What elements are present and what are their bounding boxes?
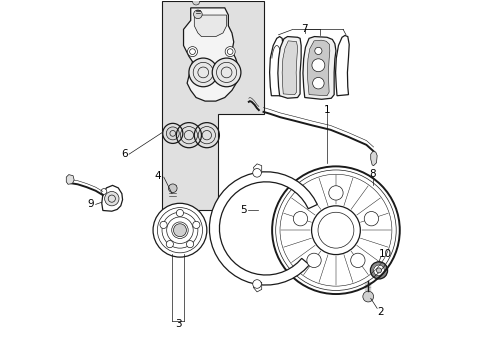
Circle shape (224, 46, 235, 57)
Text: 5: 5 (240, 206, 246, 216)
Circle shape (163, 123, 183, 143)
Polygon shape (183, 8, 239, 101)
Text: 9: 9 (87, 199, 94, 210)
Text: 10: 10 (378, 249, 391, 259)
Polygon shape (253, 164, 261, 173)
Circle shape (188, 58, 217, 87)
Circle shape (186, 240, 193, 248)
Circle shape (176, 210, 183, 217)
Circle shape (311, 59, 324, 72)
Polygon shape (306, 40, 329, 96)
Polygon shape (253, 282, 261, 292)
Polygon shape (335, 36, 348, 96)
Circle shape (173, 224, 186, 237)
Circle shape (193, 10, 202, 19)
Polygon shape (209, 172, 317, 285)
Circle shape (192, 0, 199, 5)
Circle shape (168, 184, 177, 193)
Circle shape (311, 206, 360, 255)
Polygon shape (162, 1, 264, 211)
Circle shape (166, 240, 173, 248)
Text: 7: 7 (301, 24, 307, 34)
Text: 2: 2 (377, 307, 383, 316)
Circle shape (160, 221, 167, 229)
Text: 6: 6 (121, 149, 128, 159)
Circle shape (166, 127, 179, 140)
Circle shape (212, 58, 241, 87)
Circle shape (252, 280, 261, 288)
Polygon shape (194, 15, 226, 37)
Circle shape (101, 189, 106, 194)
Polygon shape (102, 185, 122, 211)
Polygon shape (370, 151, 376, 166)
Circle shape (362, 291, 373, 302)
Circle shape (350, 253, 365, 267)
Circle shape (252, 168, 261, 177)
Circle shape (293, 212, 307, 226)
Circle shape (312, 77, 324, 89)
Circle shape (271, 166, 399, 294)
Text: 8: 8 (369, 168, 375, 179)
Text: 3: 3 (175, 319, 181, 329)
Circle shape (192, 221, 200, 229)
Circle shape (153, 203, 206, 257)
Text: 1: 1 (323, 105, 329, 115)
Circle shape (376, 268, 381, 273)
Circle shape (104, 192, 119, 206)
Circle shape (364, 212, 378, 226)
Polygon shape (277, 37, 301, 98)
Polygon shape (282, 41, 297, 95)
Polygon shape (303, 37, 335, 99)
Circle shape (306, 253, 321, 267)
Circle shape (314, 47, 321, 54)
Polygon shape (66, 175, 74, 184)
Circle shape (328, 186, 343, 200)
Polygon shape (269, 37, 283, 96)
Text: 4: 4 (154, 171, 161, 181)
Circle shape (187, 46, 197, 57)
